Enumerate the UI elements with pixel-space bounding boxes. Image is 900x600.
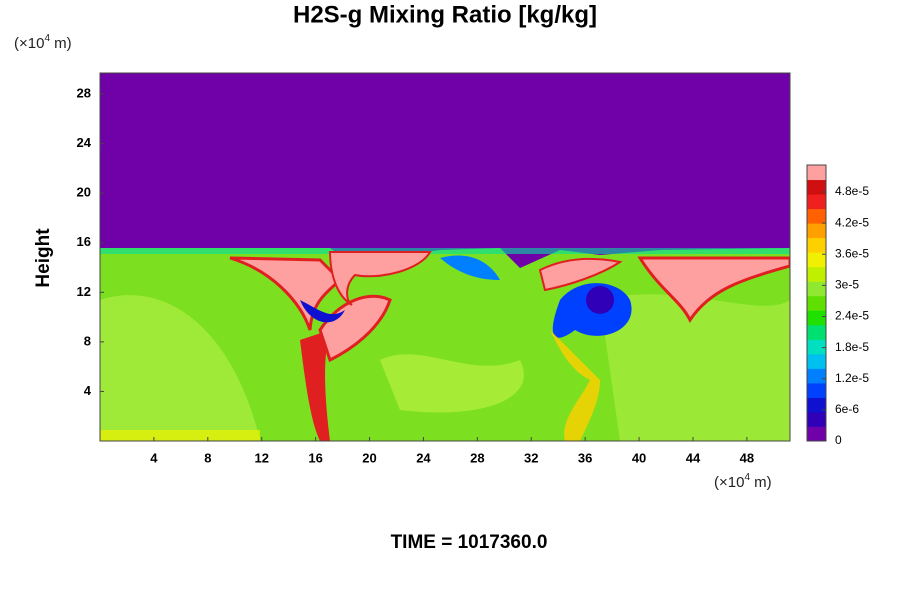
chart-title: H2S-g Mixing Ratio [kg/kg]	[293, 1, 597, 28]
unit-suffix: m)	[50, 35, 72, 52]
footer: TIME = 1017360.0	[391, 532, 548, 553]
y-tick-label: 12	[77, 284, 91, 299]
colorbar-band	[807, 266, 826, 282]
x-tick-label: 16	[308, 450, 322, 465]
colorbar-band	[807, 397, 826, 413]
y-tick-label: 24	[77, 135, 92, 150]
x-tick-label: 8	[204, 450, 211, 465]
colorbar-label: 1.2e-5	[835, 371, 869, 385]
colorbar-band	[807, 295, 826, 311]
y-tick-label: 8	[84, 333, 91, 348]
field-patch	[550, 330, 600, 441]
x-tick-label: 36	[578, 450, 592, 465]
field-swirl	[586, 286, 614, 314]
colorbar-band	[807, 165, 826, 181]
field-patch	[100, 430, 260, 441]
y-tick-label: 28	[77, 86, 91, 101]
field-patch	[600, 294, 790, 441]
unit-prefix: (×10	[14, 35, 44, 52]
field-plume	[300, 330, 330, 441]
colorbar-band	[807, 310, 826, 326]
colorbar-label: 3e-5	[835, 278, 859, 292]
x-tick-label: 20	[362, 450, 376, 465]
x-tick-label: 12	[254, 450, 268, 465]
colorbar-band	[807, 382, 826, 398]
colorbar-label: 6e-6	[835, 402, 859, 416]
y-tick-label: 4	[84, 383, 92, 398]
x-tick-label: 32	[524, 450, 538, 465]
y-unit: (×104 m)	[14, 33, 72, 52]
colorbar-frame	[806, 164, 827, 442]
colorbar-band	[807, 223, 826, 239]
colorbar-band	[807, 208, 826, 224]
colorbar-band	[807, 324, 826, 340]
y-axis-label: Height	[33, 228, 54, 288]
field-edge	[100, 248, 790, 254]
field-plume	[328, 251, 432, 306]
field-plume	[318, 294, 392, 363]
plot-frame	[99, 72, 791, 442]
field-swirl	[440, 255, 500, 280]
colorbar-label: 4.2e-5	[835, 215, 869, 229]
unit-exponent: 4	[744, 472, 750, 483]
colorbar-label: 3.6e-5	[835, 246, 869, 260]
colorbar-band	[807, 252, 826, 268]
unit-exponent: 4	[44, 33, 50, 44]
field	[100, 73, 790, 441]
colorbar-band	[807, 339, 826, 355]
x-tick-label: 44	[686, 450, 701, 465]
colorbar-label: 2.4e-5	[835, 309, 869, 323]
field-patch	[100, 295, 260, 441]
field-patch	[380, 354, 524, 413]
colorbar-band	[807, 353, 826, 369]
y-tick-label: 16	[77, 234, 91, 249]
colorbar-band	[807, 194, 826, 210]
colorbar-band	[807, 179, 826, 195]
field-swirl	[300, 300, 345, 323]
x-unit: (×104 m)	[714, 472, 772, 491]
colorbar-band	[807, 368, 826, 384]
field-plume	[538, 257, 623, 292]
colorbar-band	[807, 426, 826, 442]
unit-suffix: m)	[750, 474, 772, 491]
x-tick-label: 40	[632, 450, 646, 465]
x-tick-label: 28	[470, 450, 484, 465]
y-tick-label: 20	[77, 185, 91, 200]
colorbar-band	[807, 411, 826, 427]
x-tick-label: 24	[416, 450, 431, 465]
x-tick-label: 48	[740, 450, 754, 465]
colorbar-label: 0	[835, 433, 842, 447]
field-plume	[637, 256, 790, 323]
unit-prefix: (×10	[714, 474, 744, 491]
colorbar-band	[807, 237, 826, 253]
colorbar-band	[807, 281, 826, 297]
colorbar-label: 1.8e-5	[835, 340, 869, 354]
colorbar-label: 4.8e-5	[835, 184, 869, 198]
x-tick-label: 4	[150, 450, 158, 465]
